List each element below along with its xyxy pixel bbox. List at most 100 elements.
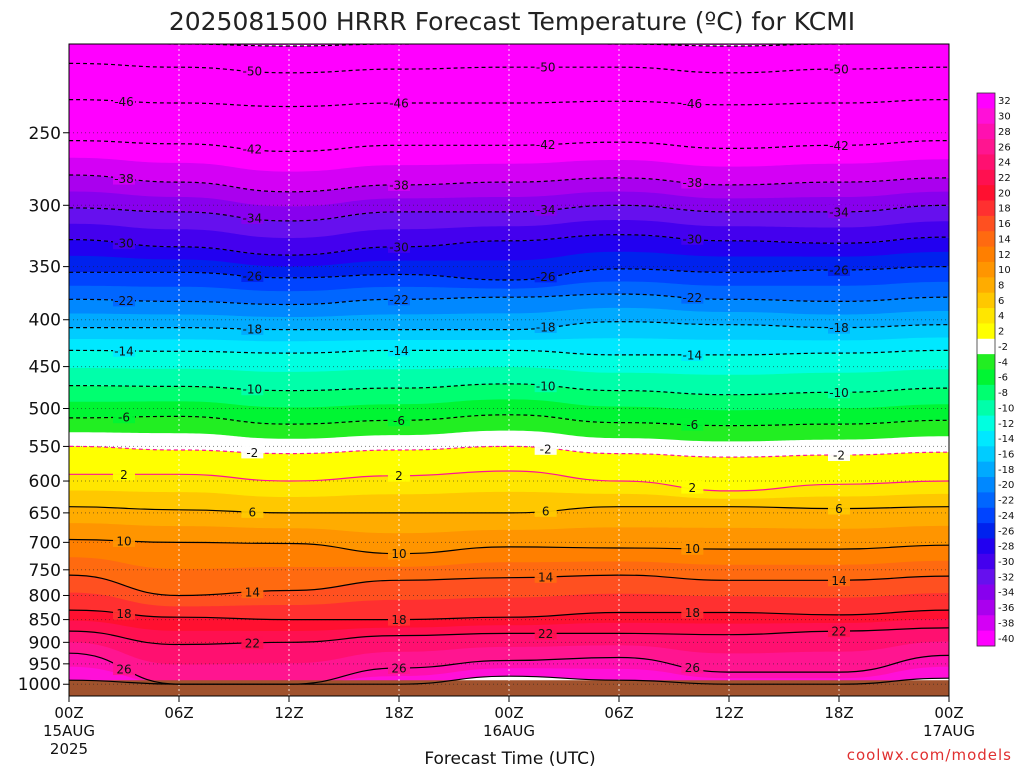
- contour-label-bg: [534, 569, 557, 583]
- contour-label: -34: [829, 205, 849, 219]
- contour-label: 14: [831, 574, 846, 588]
- colorbar-swatch: [977, 246, 995, 263]
- y-tick-label: 450: [29, 358, 61, 378]
- contour-label: 26: [116, 663, 131, 677]
- y-tick-label: 750: [29, 561, 61, 581]
- x-tick-label: 00Z: [54, 704, 83, 722]
- colorbar-swatch: [977, 630, 995, 647]
- colorbar-label: 6: [998, 296, 1004, 307]
- colorbar-label: -22: [998, 496, 1014, 507]
- contour-label: -18: [829, 321, 849, 335]
- temp-band-sub: [69, 191, 949, 221]
- contour-label-bg: [113, 606, 135, 620]
- contour-label-bg: [534, 60, 557, 74]
- contour-label: -50: [243, 64, 263, 78]
- contour-label-bg: [241, 445, 264, 459]
- contour-label-bg: [388, 661, 410, 675]
- isotherm-line: [69, 99, 949, 108]
- contour-label: -26: [243, 269, 263, 283]
- contour-label-bg: [388, 177, 410, 191]
- temp-band-sub: [69, 220, 949, 256]
- contour-label-bg: [828, 573, 850, 587]
- contour-label-bg: [534, 202, 557, 216]
- contour-label: -26: [536, 270, 556, 284]
- colorbar-swatch: [977, 261, 995, 278]
- colorbar-label: 30: [998, 112, 1011, 123]
- contour-label-bg: [534, 137, 557, 151]
- colorbar-label: 32: [998, 96, 1011, 107]
- colorbar-swatch: [977, 430, 995, 447]
- colorbar-swatch: [977, 615, 995, 632]
- contour-label-bg: [113, 171, 135, 185]
- x-axis-label: Forecast Time (UTC): [424, 749, 595, 768]
- contour-label-bg: [681, 660, 704, 674]
- colorbar-swatch: [977, 154, 995, 171]
- y-tick-label: 700: [29, 533, 61, 553]
- colorbar-swatch: [977, 93, 995, 109]
- contour-label-bg: [828, 624, 850, 638]
- contour-label-bg: [534, 319, 557, 333]
- contour-label-bg: [241, 585, 264, 599]
- colorbar-label: 16: [998, 219, 1011, 230]
- colorbar-swatch: [977, 569, 995, 585]
- contour-label-bg: [113, 293, 135, 307]
- colorbar-label: -6: [998, 373, 1008, 384]
- contour-label: -22: [114, 294, 134, 308]
- colorbar-swatch: [977, 384, 995, 401]
- x-tick-label: 00Z: [934, 704, 963, 722]
- contour-label: -10: [243, 383, 263, 397]
- contour-label: 22: [831, 625, 846, 639]
- colorbar-swatch: [977, 231, 995, 248]
- temp-band-sub: [69, 51, 949, 73]
- colorbar-label: -12: [998, 419, 1014, 430]
- contour-label: -46: [114, 95, 134, 109]
- colorbar-label: -16: [998, 449, 1014, 460]
- contour-label-bg: [113, 533, 135, 547]
- contour-label-bg: [241, 63, 264, 77]
- contour-label: -42: [243, 142, 263, 156]
- colorbar-swatch: [977, 139, 995, 155]
- contour-label-bg: [534, 379, 557, 393]
- contour-label-bg: [534, 441, 557, 455]
- colorbar-swatch: [977, 477, 995, 493]
- contour-label: 22: [538, 627, 553, 641]
- chart-title: 2025081500 HRRR Forecast Temperature (ºC…: [169, 7, 855, 36]
- isotherm-line: [69, 383, 949, 396]
- colorbar-label: -34: [998, 588, 1014, 599]
- temperature-fill-layer: [69, 44, 949, 685]
- contour-label: -38: [683, 176, 703, 190]
- contour-label-bg: [681, 96, 704, 110]
- y-tick-label: 550: [29, 437, 61, 457]
- contour-label-bg: [241, 636, 264, 650]
- contour-label-bg: [828, 263, 850, 277]
- y-tick-label: 850: [29, 611, 61, 631]
- contour-label: -46: [683, 97, 703, 111]
- temp-band-sub: [69, 641, 949, 685]
- y-tick-label: 950: [29, 655, 61, 675]
- colorbar-swatch: [977, 599, 995, 616]
- contour-label: -34: [536, 203, 556, 217]
- y-tick-label: 400: [29, 311, 61, 331]
- colorbar-swatch: [977, 507, 995, 524]
- contour-label-bg: [241, 504, 264, 518]
- contour-label: -50: [536, 61, 556, 75]
- colorbar-swatch: [977, 415, 995, 432]
- contour-label: 18: [685, 606, 700, 620]
- contour-label: -6: [686, 418, 698, 432]
- contour-label-bg: [241, 321, 264, 335]
- isotherm-line: [69, 470, 949, 492]
- contour-label: 10: [685, 542, 700, 556]
- colorbar-label: 4: [998, 311, 1004, 322]
- isotherm-line: [69, 204, 949, 222]
- colorbar-label: 10: [998, 265, 1011, 276]
- colorbar-label: -24: [998, 511, 1014, 522]
- colorbar-label: -2: [998, 342, 1008, 353]
- contour-label: 14: [538, 570, 553, 584]
- contour-label: -22: [683, 291, 703, 305]
- y-tick-label: 1000: [18, 675, 61, 695]
- contour-label-bg: [681, 480, 704, 494]
- colorbar-label: -18: [998, 465, 1014, 476]
- colorbar-swatch: [977, 553, 995, 570]
- y-tick-label: 250: [29, 124, 61, 144]
